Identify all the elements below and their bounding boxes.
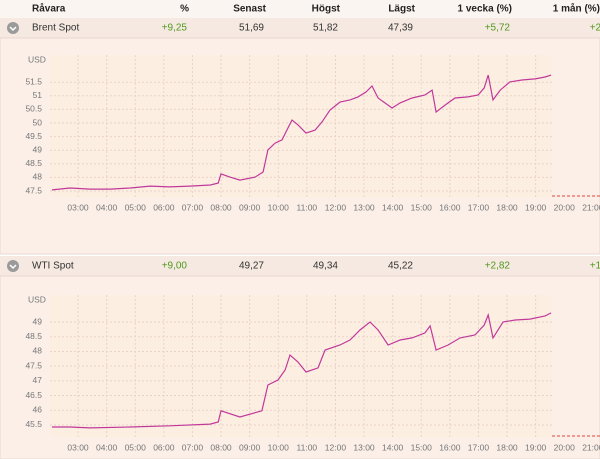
y-axis-label: USD — [28, 294, 46, 304]
x-tick-label: 11:00 — [297, 442, 318, 452]
cell: +2,82 — [485, 261, 511, 272]
expand-icon[interactable] — [7, 260, 19, 272]
x-tick-label: 13:00 — [353, 442, 375, 452]
column-header: Senast — [233, 4, 266, 15]
y-tick-label: 47.5 — [25, 360, 42, 370]
y-tick-label: 48 — [33, 346, 43, 356]
y-tick-label: 49 — [33, 316, 43, 326]
x-tick-label: 10:00 — [268, 202, 290, 212]
x-tick-label: 09:00 — [239, 442, 261, 452]
cell: 49,27 — [239, 261, 264, 272]
x-tick-label: 13:00 — [353, 202, 375, 212]
x-tick-label: 06:00 — [153, 442, 175, 452]
y-tick-label: 45.5 — [25, 419, 42, 429]
y-tick-label: 46.5 — [25, 390, 42, 400]
cell: +9,25 — [162, 23, 188, 34]
cell: 45,22 — [388, 261, 413, 272]
cell: 49,34 — [313, 261, 338, 272]
x-tick-label: 03:00 — [67, 202, 89, 212]
x-tick-label: 14:00 — [382, 202, 404, 212]
cell: 51,82 — [313, 23, 338, 34]
x-tick-label: 04:00 — [96, 202, 118, 212]
x-tick-label: 06:00 — [153, 202, 175, 212]
cell: +2,02 — [590, 23, 600, 34]
x-tick-label: 09:00 — [239, 202, 261, 212]
x-tick-label: 08:00 — [210, 442, 232, 452]
x-tick-label: 16:00 — [439, 202, 461, 212]
x-tick-label: 19:00 — [525, 442, 547, 452]
header-bg — [0, 0, 600, 18]
x-tick-label: 21:00 — [582, 202, 600, 212]
y-tick-label: 49.5 — [25, 131, 42, 141]
x-tick-label: 20:00 — [554, 442, 576, 452]
x-tick-label: 10:00 — [268, 442, 290, 452]
row-bg — [0, 18, 600, 38]
row-bg — [0, 256, 600, 276]
column-header: 1 mån (%) — [553, 3, 600, 15]
x-tick-label: 11:00 — [297, 202, 318, 212]
y-tick-label: 47 — [33, 375, 43, 385]
y-tick-label: 47.5 — [25, 185, 42, 195]
x-tick-label: 17:00 — [468, 442, 490, 452]
cell: 51,69 — [239, 23, 264, 34]
x-tick-label: 05:00 — [125, 442, 147, 452]
price-line — [52, 312, 552, 429]
y-tick-label: 48 — [33, 172, 43, 182]
x-tick-label: 12:00 — [325, 202, 347, 212]
x-tick-label: 04:00 — [96, 442, 118, 452]
column-header: Råvara — [32, 3, 66, 15]
x-tick-label: 05:00 — [125, 202, 147, 212]
y-tick-label: 50 — [33, 117, 43, 127]
y-tick-label: 51.5 — [25, 76, 42, 86]
x-tick-label: 16:00 — [439, 442, 461, 452]
x-tick-label: 15:00 — [411, 202, 433, 212]
expand-icon[interactable] — [7, 22, 19, 34]
y-tick-label: 48.5 — [25, 331, 42, 341]
row-name: WTI Spot — [32, 261, 74, 272]
column-header: 1 vecka (%) — [458, 4, 512, 15]
x-tick-label: 19:00 — [525, 202, 547, 212]
x-tick-label: 08:00 — [210, 202, 232, 212]
y-tick-label: 51 — [33, 90, 43, 100]
x-tick-label: 14:00 — [382, 442, 404, 452]
y-tick-label: 49 — [33, 144, 43, 154]
x-tick-label: 20:00 — [554, 202, 576, 212]
price-line — [51, 74, 552, 191]
row-name: Brent Spot — [32, 23, 79, 34]
column-header: Högst — [312, 4, 341, 15]
cell: +1,27 — [590, 261, 600, 272]
x-tick-label: 18:00 — [496, 202, 518, 212]
x-tick-label: 07:00 — [182, 442, 204, 452]
cell: +9,00 — [162, 261, 188, 272]
cell: +5,72 — [485, 23, 511, 34]
y-tick-label: 50.5 — [25, 104, 42, 114]
y-axis-label: USD — [28, 54, 46, 64]
x-tick-label: 17:00 — [468, 202, 490, 212]
x-tick-label: 21:00 — [582, 442, 600, 452]
x-tick-label: 18:00 — [496, 442, 518, 452]
y-tick-label: 48.5 — [25, 158, 42, 168]
x-tick-label: 07:00 — [182, 202, 204, 212]
x-tick-label: 15:00 — [411, 442, 433, 452]
plot-area — [50, 55, 552, 197]
column-header: Lägst — [388, 4, 415, 15]
column-header: % — [180, 4, 189, 15]
y-tick-label: 46 — [33, 404, 43, 414]
cell: 47,39 — [388, 23, 413, 34]
x-tick-label: 03:00 — [67, 442, 89, 452]
x-tick-label: 12:00 — [325, 442, 347, 452]
